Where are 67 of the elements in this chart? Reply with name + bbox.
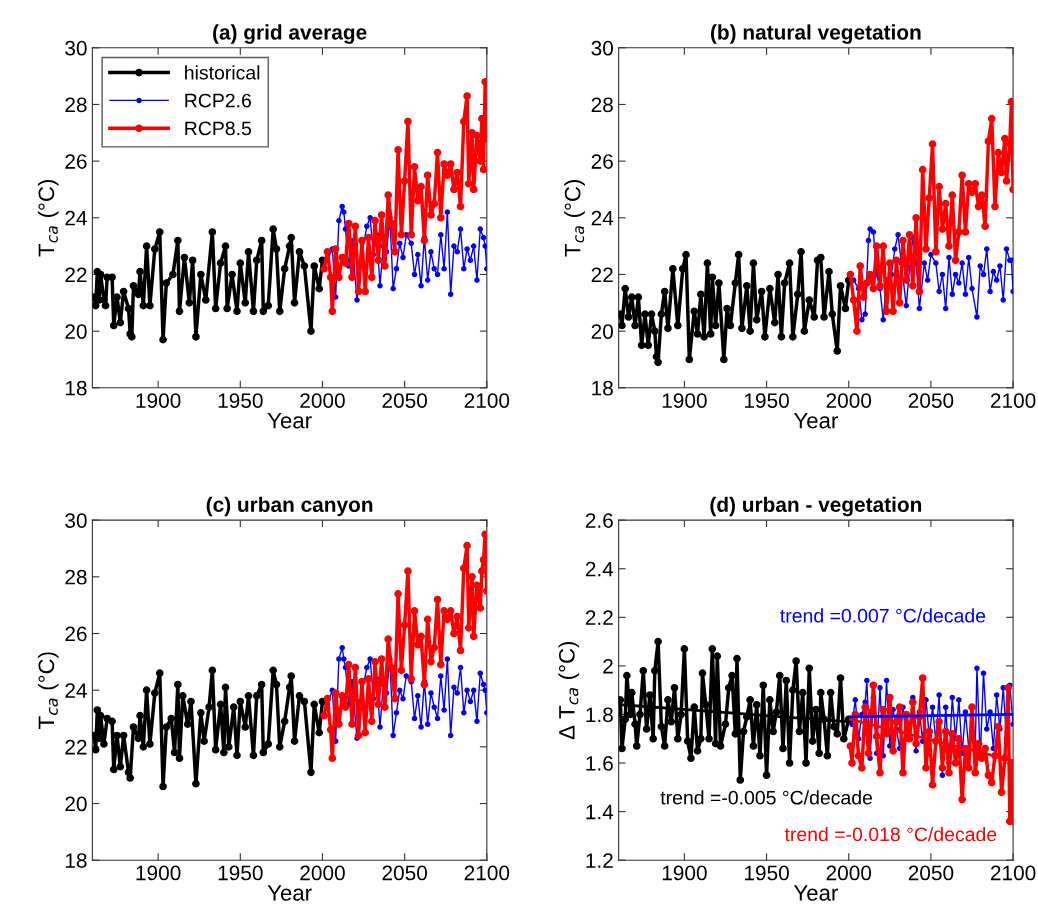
legend-label: RCP2.6 bbox=[185, 93, 251, 108]
y-tick-label: 20 bbox=[591, 324, 613, 339]
x-tick-label: 1900 bbox=[136, 393, 181, 408]
y-tick-label: 26 bbox=[591, 154, 613, 169]
y-tick-label: 1.8 bbox=[586, 707, 613, 723]
y-tick-label: 30 bbox=[65, 40, 87, 56]
y-tick-label: 28 bbox=[65, 97, 87, 113]
chart-title: (b) natural vegetation bbox=[711, 24, 921, 44]
x-tick-label: 2050 bbox=[908, 393, 954, 408]
y-tick-label: 2.6 bbox=[585, 513, 613, 528]
y-tick-label: 22 bbox=[65, 267, 87, 283]
x-tick-label: 1900 bbox=[662, 865, 707, 881]
x-tick-label: 2050 bbox=[908, 865, 954, 881]
x-axis-title: Year bbox=[267, 885, 312, 901]
y-tick-label: 1.6 bbox=[586, 756, 613, 771]
y-tick-label: 2 bbox=[603, 658, 613, 674]
annotation: trend =0.007 °C/decade bbox=[780, 608, 986, 623]
y-axis-title: Δ T$_{ca}$ (°C) bbox=[558, 641, 580, 740]
y-tick-label: 28 bbox=[591, 97, 613, 113]
x-tick-label: 1950 bbox=[744, 393, 789, 408]
x-axis-title: Year bbox=[793, 412, 838, 429]
y-tick-label: 28 bbox=[65, 569, 87, 585]
y-axis-title: T$_{ca}$ (°C) bbox=[37, 652, 59, 729]
legend-label: RCP8.5 bbox=[185, 121, 252, 136]
y-tick-label: 24 bbox=[65, 210, 87, 226]
y-tick-label: 26 bbox=[65, 154, 87, 169]
y-tick-label: 2.4 bbox=[585, 561, 614, 577]
annotation: trend =-0.018 °C/decade bbox=[784, 826, 997, 842]
y-axis-title: T$_{ca}$ (°C) bbox=[37, 180, 59, 257]
chart-title: (c) urban canyon bbox=[206, 496, 373, 517]
x-axis-title: Year bbox=[793, 885, 838, 901]
y-tick-label: 26 bbox=[65, 626, 87, 642]
y-tick-label: 18 bbox=[592, 380, 613, 396]
chart-title: (a) grid average bbox=[213, 24, 367, 44]
y-tick-label: 18 bbox=[65, 853, 87, 868]
x-tick-label: 2100 bbox=[990, 865, 1036, 881]
y-tick-label: 2.2 bbox=[585, 610, 613, 625]
x-tick-label: 2000 bbox=[826, 393, 872, 408]
y-tick-label: 30 bbox=[591, 40, 613, 56]
y-tick-label: 20 bbox=[65, 796, 87, 812]
y-tick-label: 24 bbox=[591, 210, 614, 226]
x-tick-label: 1950 bbox=[744, 865, 789, 881]
x-tick-label: 2100 bbox=[990, 393, 1036, 408]
y-tick-label: 22 bbox=[65, 739, 87, 755]
x-tick-label: 2050 bbox=[382, 393, 428, 408]
y-tick-label: 22 bbox=[591, 267, 613, 283]
x-axis-title: Year bbox=[267, 412, 312, 429]
x-tick-label: 1900 bbox=[662, 393, 707, 408]
legend-label: historical bbox=[185, 65, 260, 80]
x-tick-label: 2000 bbox=[300, 865, 345, 881]
y-tick-label: 1.4 bbox=[586, 804, 614, 820]
x-tick-label: 2100 bbox=[464, 393, 510, 408]
x-tick-label: 1950 bbox=[218, 865, 263, 881]
y-tick-label: 30 bbox=[65, 513, 87, 528]
x-tick-label: 2000 bbox=[300, 393, 345, 408]
x-tick-label: 1900 bbox=[136, 865, 181, 881]
x-tick-label: 2050 bbox=[382, 865, 428, 881]
y-tick-label: 18 bbox=[65, 380, 87, 396]
y-tick-label: 24 bbox=[65, 683, 87, 698]
y-axis-title: T$_{ca}$ (°C) bbox=[564, 180, 585, 257]
x-tick-label: 1950 bbox=[218, 393, 263, 408]
x-tick-label: 2000 bbox=[826, 865, 872, 881]
chart-title: (d) urban - vegetation bbox=[710, 496, 922, 517]
y-tick-label: 1.2 bbox=[586, 853, 613, 868]
x-tick-label: 2100 bbox=[464, 865, 510, 881]
annotation: trend =-0.005 °C/decade bbox=[660, 790, 873, 805]
y-tick-label: 20 bbox=[65, 324, 87, 339]
